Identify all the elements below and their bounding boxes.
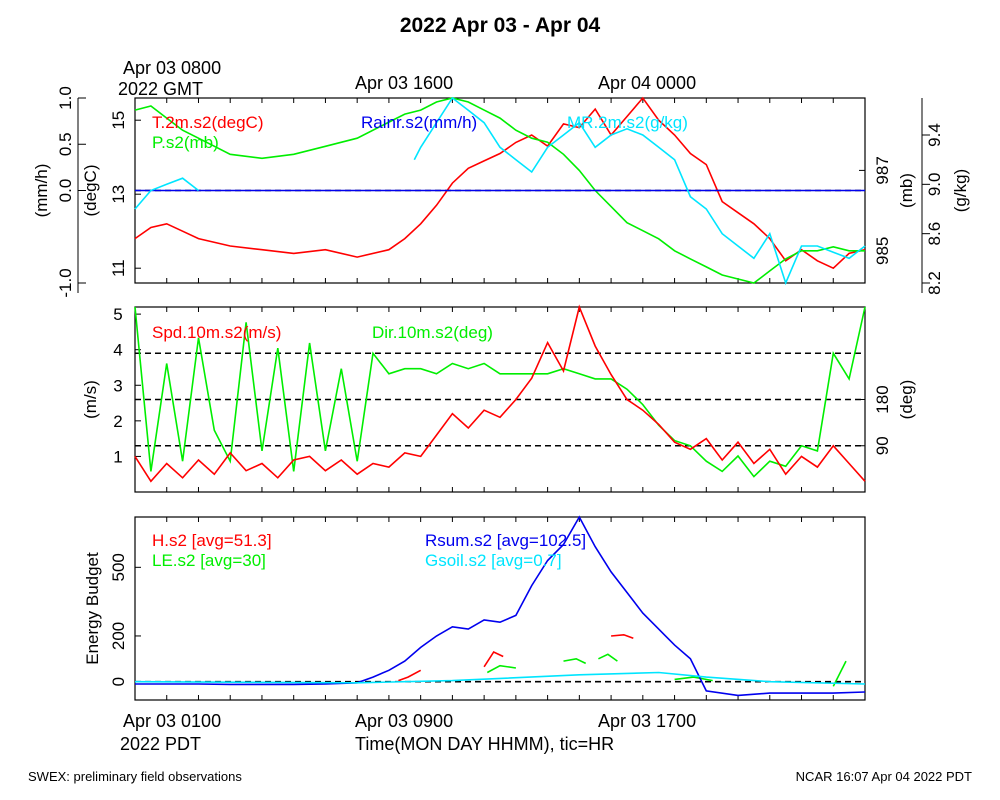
temp-tick-label: 11 [109,259,128,277]
series-le-segment [486,664,517,674]
top-axis-label-3: Apr 04 0000 [598,73,697,93]
series-spd-line [134,304,866,483]
series-h-segment [611,633,634,639]
legend-le: LE.s2 [avg=30] [152,551,266,570]
spd-tick-label: 3 [113,376,122,395]
legend-gsoil: Gsoil.s2 [avg=0.7] [425,551,562,570]
spd-tick-label: 4 [113,341,122,360]
spd-axis-title: (m/s) [81,380,100,419]
legend-rsum: Rsum.s2 [avg=102.5] [425,531,586,550]
legend-pres: P.s2(mb) [152,133,219,152]
mr-axis-title: (g/kg) [951,169,970,212]
temp-tick-label: 13 [109,185,128,204]
series-le-segment [598,653,618,662]
series-h-segment [483,650,504,668]
series-rsum-line [135,515,866,697]
legend-mr: MR.2m.s2(g/kg) [567,113,688,132]
legend-h: H.s2 [avg=51.3] [152,531,272,550]
energy-tick-label: 200 [109,622,128,650]
top-axis-label-1: Apr 03 0800 [123,58,222,78]
bottom-axis-sublabel: 2022 PDT [120,734,202,754]
mr-tick-label: 8.6 [925,222,944,246]
pres-tick-label: 985 [873,237,892,265]
bottom-axis-label-1: Apr 03 0100 [123,711,222,731]
mr-tick-label: 9.0 [925,173,944,197]
rain-tick-label: 0.5 [56,132,75,156]
temp-tick-label: 15 [109,111,128,130]
series-le-segment [832,660,847,687]
dir-tick-label: 90 [873,436,892,455]
pres-axis-title: (mb) [897,173,916,208]
energy-tick-label: 0 [109,677,128,686]
series-temp-line [134,96,866,270]
dir-axis-title: (deg) [897,380,916,420]
series-h-segment [398,669,422,682]
mr-tick-label: 8.2 [925,271,944,295]
series-le-segment [563,657,587,665]
spd-tick-label: 5 [113,305,122,324]
spd-tick-label: 1 [113,447,122,466]
bottom-axis-label-3: Apr 03 1700 [598,711,697,731]
legend-temp: T.2m.s2(degC) [152,113,263,132]
energy-axis-title: Energy Budget [83,552,102,665]
rain-tick-label: 0.0 [56,179,75,203]
series-gsoil-line [134,671,866,685]
mr-tick-label: 9.4 [925,123,944,147]
energy-panel-frame [134,516,866,701]
series-mr-line [134,177,199,210]
x-axis-title: Time(MON DAY HHMM), tic=HR [355,734,615,754]
rain-axis-title: (mm/h) [32,164,51,218]
top-axis-label-2: Apr 03 1600 [355,73,454,93]
rain-tick-label: 1.0 [56,86,75,110]
footer-left-note: SWEX: preliminary field observations [28,769,242,784]
bottom-axis-label-2: Apr 03 0900 [355,711,454,731]
energy-tick-label: 500 [109,553,128,581]
chart-title: 2022 Apr 03 - Apr 04 [399,14,601,37]
temp-axis-title: (degC) [81,165,100,217]
legend-rain: Rainr.s2(mm/h) [361,113,477,132]
top-axis-sublabel: 2022 GMT [118,79,204,99]
rain-tick-label: -1.0 [56,268,75,297]
series-pres-line [134,97,865,284]
pres-tick-label: 987 [873,156,892,184]
series-dir-line [134,306,866,478]
footer-right-note: NCAR 16:07 Apr 04 2022 PDT [795,769,972,784]
spd-tick-label: 2 [113,412,122,431]
legend-dir: Dir.10m.s2(deg) [372,323,493,342]
series-mr-line [413,96,866,286]
series-le-segment [674,676,713,682]
legend-spd: Spd.10m.s2(m/s) [152,323,281,342]
dir-tick-label: 180 [873,385,892,413]
